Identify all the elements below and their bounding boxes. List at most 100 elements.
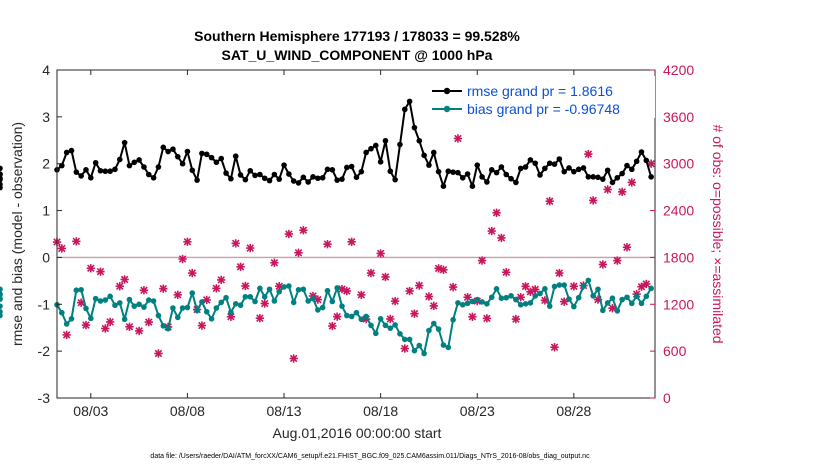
obs-count-marker (299, 226, 308, 235)
bias-point (218, 299, 225, 306)
bias-point (310, 295, 316, 302)
rmse-point (619, 170, 625, 177)
y-tick-label: 3 (42, 109, 50, 125)
bias-point (242, 293, 249, 300)
rmse-point (537, 172, 543, 178)
rmse-point (329, 167, 336, 173)
rmse-point (203, 151, 210, 158)
bias-point (131, 303, 138, 309)
rmse-point (430, 149, 437, 156)
rmse-point (551, 161, 558, 167)
bias-point (92, 295, 99, 302)
bias-point (83, 305, 89, 312)
rmse-point (266, 177, 273, 184)
rmse-point (97, 167, 104, 174)
obs-count-marker (217, 275, 226, 285)
rmse-point (199, 150, 205, 157)
data-file-footer: data file: /Users/raeder/DAI/ATM_forcXX/… (150, 453, 590, 460)
bias-point (63, 321, 70, 327)
obs-count-marker (139, 286, 149, 295)
y-tick-label: 1 (42, 203, 50, 219)
rmse-point (450, 169, 456, 175)
bias-point (633, 293, 640, 300)
rmse-point (0, 171, 3, 177)
rmse-point (590, 174, 596, 180)
rmse-point (315, 175, 321, 182)
bias-point (276, 288, 282, 295)
rmse-point (324, 166, 331, 173)
rmse-point (150, 174, 157, 181)
rmse-point (208, 154, 215, 161)
rmse-point (459, 174, 466, 181)
obs-count-marker (246, 243, 255, 253)
bias-point (353, 309, 360, 316)
rmse-point (488, 167, 495, 173)
obs-count-marker (72, 237, 81, 246)
bias-point (556, 282, 563, 288)
bias-point (585, 277, 592, 284)
bias-point (430, 320, 437, 327)
rmse-point (556, 156, 563, 162)
obs-count-marker (400, 344, 409, 353)
bias-point (638, 300, 645, 307)
rmse-point (542, 165, 548, 172)
bias-point (377, 316, 384, 322)
bias-point (0, 292, 3, 298)
obs-count-marker (188, 268, 197, 278)
rmse-point (348, 163, 355, 170)
rmse-point (527, 157, 534, 163)
obs-markers (52, 97, 656, 363)
obs-count-marker (603, 185, 612, 194)
obs-count-marker (584, 149, 593, 159)
obs-count-marker (333, 312, 342, 321)
rmse-point (165, 148, 171, 155)
bias-point (600, 307, 606, 314)
y2-axis-label: # of obs: o=possible; ×=assimilated (710, 124, 726, 343)
chart-subtitle: SAT_U_WIND_COMPONENT @ 1000 hPa (222, 47, 493, 63)
bias-point (435, 326, 442, 332)
rmse-point (513, 179, 519, 186)
bias-point (527, 300, 534, 306)
bias-point (484, 301, 490, 307)
rmse-point (498, 164, 505, 170)
bias-point (561, 282, 567, 288)
bias-point (150, 298, 157, 304)
bias-point (590, 293, 596, 299)
rmse-point (107, 168, 113, 175)
y-axis-left: 4 3 2 1 0 -1 -2 -3 (38, 62, 62, 406)
obs-count-marker (613, 256, 622, 265)
bias-point (373, 330, 379, 337)
rmse-point (406, 98, 413, 105)
rmse-point (546, 160, 553, 167)
bias-point (493, 286, 500, 292)
bias-point (426, 327, 432, 334)
rmse-point (426, 162, 432, 168)
rmse-point (78, 173, 84, 179)
rmse-point (271, 171, 278, 178)
rmse-point (353, 174, 360, 181)
bias-point (189, 290, 196, 296)
rmse-point (580, 165, 587, 171)
bias-point (392, 322, 398, 328)
legend-rmse-marker (443, 87, 451, 95)
rmse-point (334, 177, 340, 183)
rmse-point (141, 164, 147, 170)
bias-point (324, 287, 331, 294)
bias-point (368, 322, 374, 329)
rmse-point (392, 176, 398, 183)
x-axis: 08/03 08/08 08/13 08/18 08/23 08/28 (73, 70, 592, 419)
rmse-point (252, 172, 258, 179)
rmse-point (232, 153, 239, 160)
obs-count-marker (569, 282, 579, 291)
rmse-point (160, 144, 167, 151)
obs-count-marker (550, 343, 559, 352)
bias-point (575, 294, 582, 301)
bias-point (232, 301, 239, 307)
bias-point (155, 312, 162, 319)
bias-point (0, 312, 3, 319)
rmse-point (189, 167, 196, 174)
rmse-point (595, 174, 601, 181)
obs-count-marker (381, 272, 390, 282)
rmse-point (604, 167, 611, 174)
bias-point (445, 344, 452, 351)
